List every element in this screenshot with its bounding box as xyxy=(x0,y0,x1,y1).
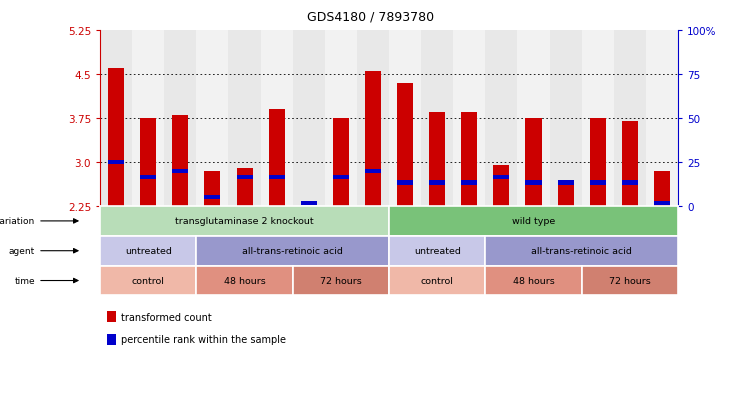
Text: control: control xyxy=(421,276,453,285)
Bar xyxy=(614,31,646,206)
Bar xyxy=(453,31,485,206)
Bar xyxy=(429,113,445,206)
Text: genotype/variation: genotype/variation xyxy=(0,217,35,226)
Bar xyxy=(333,175,349,179)
Text: untreated: untreated xyxy=(124,247,172,256)
Bar xyxy=(590,119,605,206)
Bar xyxy=(172,169,188,173)
Bar xyxy=(557,186,574,206)
Bar xyxy=(461,181,477,185)
Text: 48 hours: 48 hours xyxy=(513,276,554,285)
Bar xyxy=(140,119,156,206)
Bar xyxy=(268,175,285,179)
Bar xyxy=(517,31,550,206)
Bar xyxy=(397,83,413,206)
Text: control: control xyxy=(132,276,165,285)
Bar xyxy=(646,31,678,206)
Bar xyxy=(461,113,477,206)
Bar xyxy=(196,31,228,206)
Bar xyxy=(421,31,453,206)
Bar xyxy=(165,31,196,206)
Bar xyxy=(228,31,261,206)
Bar xyxy=(132,31,165,206)
Bar xyxy=(389,31,421,206)
Bar xyxy=(108,69,124,206)
Text: wild type: wild type xyxy=(512,217,555,226)
Text: all-trans-retinoic acid: all-trans-retinoic acid xyxy=(531,247,632,256)
Bar xyxy=(590,181,605,185)
Bar xyxy=(525,119,542,206)
Bar xyxy=(622,122,638,206)
Bar xyxy=(205,171,221,206)
Bar xyxy=(236,175,253,179)
Text: transglutaminase 2 knockout: transglutaminase 2 knockout xyxy=(175,217,314,226)
Text: GDS4180 / 7893780: GDS4180 / 7893780 xyxy=(307,10,434,23)
Bar xyxy=(357,31,389,206)
Bar xyxy=(582,31,614,206)
Text: 72 hours: 72 hours xyxy=(609,276,651,285)
Text: all-trans-retinoic acid: all-trans-retinoic acid xyxy=(242,247,343,256)
Bar xyxy=(494,175,510,179)
Bar xyxy=(485,31,517,206)
Bar xyxy=(622,181,638,185)
Bar xyxy=(397,181,413,185)
Bar xyxy=(172,116,188,206)
Bar xyxy=(140,175,156,179)
Bar xyxy=(108,161,124,165)
Bar xyxy=(494,166,510,206)
Bar xyxy=(365,72,381,206)
Bar xyxy=(205,196,221,200)
Bar xyxy=(293,31,325,206)
Text: percentile rank within the sample: percentile rank within the sample xyxy=(121,335,286,344)
Bar xyxy=(261,31,293,206)
Bar xyxy=(236,169,253,206)
Bar xyxy=(268,110,285,206)
Text: time: time xyxy=(14,276,35,285)
Text: 48 hours: 48 hours xyxy=(224,276,265,285)
Bar xyxy=(365,169,381,173)
Bar xyxy=(557,181,574,185)
Bar xyxy=(654,202,670,206)
Bar xyxy=(333,119,349,206)
Bar xyxy=(325,31,357,206)
Text: 72 hours: 72 hours xyxy=(320,276,362,285)
Bar xyxy=(301,202,316,206)
Text: untreated: untreated xyxy=(413,247,461,256)
Bar xyxy=(654,171,670,206)
Bar xyxy=(429,181,445,185)
Bar xyxy=(525,181,542,185)
Bar xyxy=(100,31,132,206)
Text: transformed count: transformed count xyxy=(121,312,211,322)
Bar xyxy=(550,31,582,206)
Text: agent: agent xyxy=(9,247,35,256)
